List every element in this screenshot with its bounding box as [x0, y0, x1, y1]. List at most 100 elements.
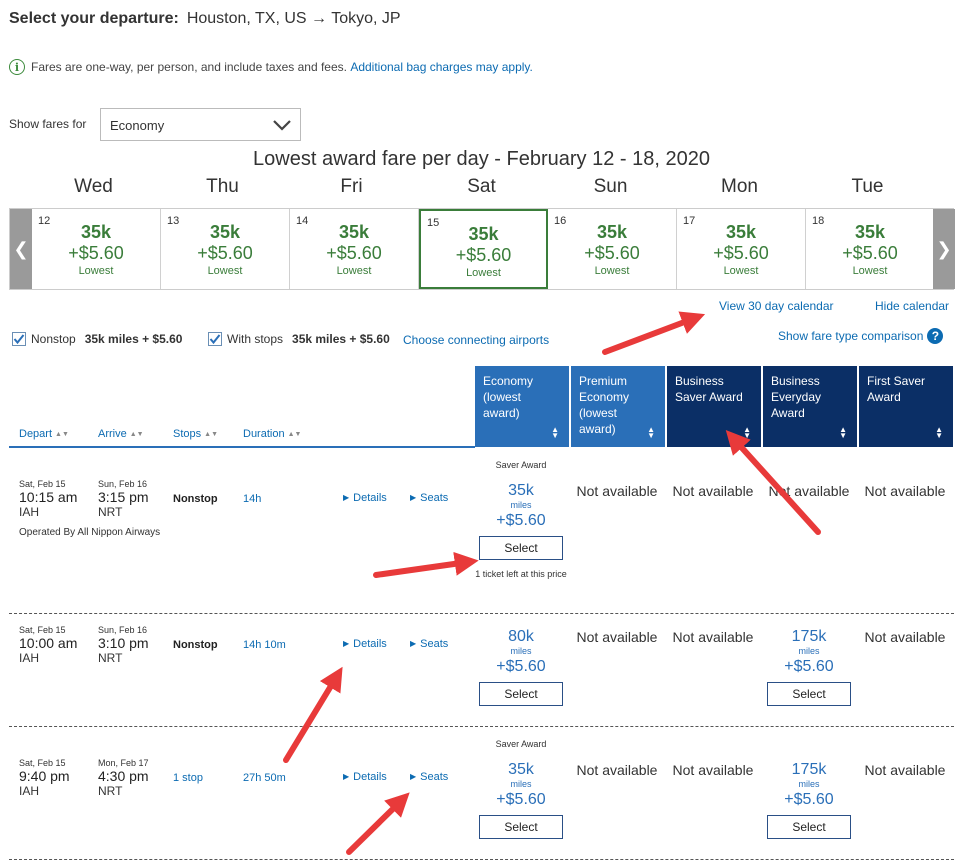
day-name: Sat — [467, 176, 496, 197]
seats-label: Seats — [420, 771, 449, 783]
details-link[interactable]: ▶ Details — [343, 492, 387, 504]
fare-cell-economy: Saver Award 35k miles +$5.60 Select 1 ti… — [473, 460, 569, 581]
day-number: 13 — [167, 215, 180, 227]
title-prefix: Select your departure: — [9, 10, 179, 27]
sort-depart[interactable]: Depart ▲▼ — [19, 428, 69, 440]
day-number: 16 — [554, 215, 567, 227]
calendar-next-button[interactable]: ❯ — [933, 209, 955, 289]
sort-stops[interactable]: Stops ▲▼ — [173, 428, 218, 440]
calendar-day-cell[interactable]: 17 35k +$5.60 Lowest — [677, 209, 806, 289]
arrive-airport: NRT — [98, 784, 123, 798]
tickets-left: 1 ticket left at this price — [475, 569, 567, 579]
chevron-right-icon: ❯ — [936, 238, 952, 259]
select-button[interactable]: Select — [479, 536, 563, 560]
fare-fee: +$5.60 — [496, 791, 546, 808]
hide-calendar-link[interactable]: Hide calendar — [875, 299, 950, 313]
nonstop-checkbox[interactable] — [12, 332, 26, 346]
fare-miles-label: miles — [510, 500, 532, 510]
sort-duration[interactable]: Duration ▲▼ — [243, 428, 301, 440]
col-first-saver[interactable]: First Saver Award ▲ ▼ — [859, 366, 953, 447]
col-economy[interactable]: Economy (lowest award) ▲ ▼ — [475, 366, 569, 447]
caret-right-icon: ▶ — [410, 493, 417, 502]
arrival-info: Sun, Feb 16 3:15 pm NRT — [98, 479, 149, 519]
seats-link[interactable]: ▶ Seats — [410, 638, 448, 650]
fare-comparison: Show fare type comparison ? — [778, 328, 944, 344]
sort-icon: ▲▼ — [204, 431, 218, 438]
col-business-saver-label: Business Saver Award — [675, 374, 743, 404]
day-miles: 35k — [80, 222, 112, 242]
day-lowest-label: Lowest — [852, 265, 888, 277]
connecting-airports-link[interactable]: Choose connecting airports — [403, 333, 550, 347]
day-number: 17 — [683, 215, 696, 227]
details-label: Details — [353, 492, 387, 504]
with-stops-checkbox[interactable] — [208, 332, 222, 346]
fare-miles-label: miles — [510, 779, 532, 789]
fare-miles-label: miles — [510, 646, 532, 656]
fare-notice: i Fares are one-way, per person, and inc… — [9, 59, 533, 75]
not-available: Not available — [864, 483, 946, 499]
calendar-prev-button[interactable]: ❮ — [10, 209, 32, 289]
sort-icon: ▲▼ — [935, 425, 943, 440]
not-available: Not available — [864, 762, 946, 778]
depart-time: 9:40 pm — [19, 768, 70, 784]
fare-miles: 35k — [508, 482, 534, 499]
stops: Nonstop — [173, 493, 218, 505]
arrive-time: 4:30 pm — [98, 768, 149, 784]
cabin-select-value: Economy — [110, 118, 165, 133]
caret-right-icon: ▶ — [410, 772, 417, 781]
col-business-saver[interactable]: Business Saver Award ▲ ▼ — [667, 366, 761, 447]
seats-label: Seats — [420, 492, 449, 504]
check-icon — [209, 334, 221, 345]
select-button[interactable]: Select — [767, 815, 851, 839]
col-business-everyday[interactable]: Business Everyday Award ▲ ▼ — [763, 366, 857, 447]
saver-award-label: Saver Award — [495, 739, 547, 749]
not-available: Not available — [576, 483, 658, 499]
sort-icon: ▲▼ — [647, 425, 655, 440]
caret-right-icon: ▶ — [343, 639, 350, 648]
fare-fee: +$5.60 — [496, 658, 546, 675]
fare-cell-economy: 80k miles +$5.60 Select — [473, 606, 569, 706]
col-premium-economy[interactable]: Premium Economy (lowest award) ▲ ▼ — [571, 366, 665, 447]
help-icon[interactable]: ? — [927, 328, 944, 344]
calendar-day-cell[interactable]: 16 35k +$5.60 Lowest — [548, 209, 677, 289]
calendar-day-cell[interactable]: 13 35k +$5.60 Lowest — [161, 209, 290, 289]
details-link[interactable]: ▶ Details — [343, 638, 387, 650]
view-30-day-calendar-link[interactable]: View 30 day calendar — [719, 299, 834, 313]
seats-link[interactable]: ▶ Seats — [410, 492, 448, 504]
stops: Nonstop — [173, 639, 218, 651]
seats-link[interactable]: ▶ Seats — [410, 771, 448, 783]
calendar-day-cell[interactable]: 12 35k +$5.60 Lowest — [32, 209, 161, 289]
arrival-info: Sun, Feb 16 3:10 pm NRT — [98, 625, 149, 665]
bag-charges-link[interactable]: Additional bag charges may apply. — [350, 60, 533, 74]
row-divider — [9, 613, 954, 614]
not-available: Not available — [672, 629, 754, 645]
depart-date: Sat, Feb 15 — [19, 758, 66, 768]
not-available: Not available — [672, 762, 754, 778]
calendar-day-cell-selected[interactable]: 15 35k +$5.60 Lowest — [419, 209, 548, 289]
arrive-airport: NRT — [98, 651, 123, 665]
sort-icon: ▲▼ — [551, 425, 559, 440]
details-link[interactable]: ▶ Details — [343, 771, 387, 783]
sort-arrive[interactable]: Arrive ▲▼ — [98, 428, 144, 440]
notice-text: Fares are one-way, per person, and inclu… — [31, 60, 347, 74]
depart-airport: IAH — [19, 651, 40, 665]
cabin-select[interactable]: Economy — [100, 108, 301, 141]
depart-airport: IAH — [19, 784, 40, 798]
fare-cell-business-everyday: 175k miles +$5.60 Select — [761, 606, 857, 706]
not-available: Not available — [576, 762, 658, 778]
select-button[interactable]: Select — [479, 682, 563, 706]
stops-link[interactable]: 1 stop — [173, 772, 203, 784]
day-fee: +$5.60 — [584, 243, 640, 263]
day-fee: +$5.60 — [197, 243, 253, 263]
calendar-day-cell[interactable]: 14 35k +$5.60 Lowest — [290, 209, 419, 289]
col-economy-label: Economy (lowest award) — [483, 374, 534, 420]
day-miles: 35k — [725, 222, 757, 242]
fare-comparison-link[interactable]: Show fare type comparison — [778, 329, 924, 343]
select-button[interactable]: Select — [767, 682, 851, 706]
select-button[interactable]: Select — [479, 815, 563, 839]
day-name: Tue — [851, 176, 884, 197]
calendar-day-cell[interactable]: 18 35k +$5.60 Lowest — [806, 209, 935, 289]
day-lowest-label: Lowest — [723, 265, 759, 277]
day-name: Sun — [593, 176, 628, 197]
day-name: Mon — [721, 176, 758, 197]
